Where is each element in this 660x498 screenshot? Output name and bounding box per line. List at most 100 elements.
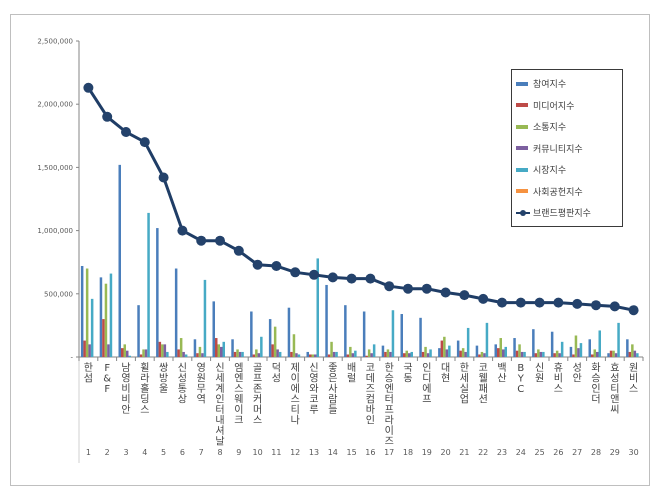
bar-2-22 [478,354,481,357]
brand-index-point-17 [384,281,395,292]
bar-4-23 [502,349,505,357]
bar-3-9 [236,349,239,357]
bar-1-16 [362,311,366,357]
bar-3-29 [612,350,615,357]
rank-label-1: 1 [86,448,91,457]
legend-item: 커뮤니티지수 [516,138,618,160]
brand-index-point-16 [365,273,376,284]
rank-label-11: 11 [271,448,281,457]
brand-index-point-19 [421,283,432,294]
bar-1-14 [325,284,328,357]
brand-index-point-22 [478,293,489,304]
bar-4-1 [88,344,91,357]
bar-5-19 [429,349,432,357]
bar-3-28 [593,349,596,357]
bar-2-1 [83,340,86,357]
bar-1-15 [344,305,347,357]
bar-5-8 [222,341,225,357]
bar-1-24 [513,338,516,357]
legend-swatch [516,124,528,129]
bar-5-26 [560,341,564,357]
bar-2-12 [290,351,293,357]
bar-2-11 [271,344,274,357]
bar-4-4 [144,349,148,357]
brand-index-point-11 [271,261,282,271]
bar-1-25 [532,329,535,357]
bar-5-30 [636,353,639,357]
bar-1-7 [193,339,197,357]
legend-item: 미디어지수 [516,95,618,117]
bar-2-18 [403,353,406,357]
bar-3-15 [349,346,352,357]
legend-swatch [516,81,528,86]
rank-label-12: 12 [290,448,300,457]
bar-2-6 [177,349,180,357]
brand-index-point-6 [177,225,188,236]
bar-5-11 [278,351,282,357]
bar-2-19 [421,351,425,357]
bar-2-14 [327,354,331,357]
bar-2-4 [139,354,143,357]
bar-3-2 [104,283,108,357]
bar-1-12 [287,307,291,357]
bar-4-30 [633,350,637,357]
brand-index-point-9 [233,245,244,256]
bar-1-28 [588,339,591,357]
bar-3-7 [198,346,202,357]
legend-item: 사회공헌지수 [516,181,618,203]
bar-1-22 [475,345,479,357]
bar-4-14 [332,351,336,357]
bar-4-15 [351,353,355,357]
bar-3-6 [179,338,183,357]
bar-1-11 [268,319,272,357]
brand-index-point-26 [553,297,564,308]
rank-label-10: 10 [253,448,263,457]
brand-index-point-29 [609,301,620,312]
bar-3-18 [405,350,408,357]
bar-1-29 [607,353,610,357]
legend-swatch [516,167,528,172]
rank-label-4: 4 [142,448,147,457]
rank-label-29: 29 [610,448,620,457]
brand-index-point-18 [403,283,413,294]
brand-index-point-5 [158,172,169,183]
bar-4-20 [445,349,449,357]
bar-4-10 [257,353,261,357]
category-label-2: F & F [103,363,111,395]
rank-label-9: 9 [236,448,241,457]
brand-index-point-7 [196,235,207,246]
bar-3-11 [273,326,277,357]
bar-1-19 [419,317,422,357]
bar-3-23 [499,338,502,357]
bar-4-29 [614,353,618,357]
y-tick-label: 1,000,000 [37,227,73,235]
bar-3-12 [292,334,296,357]
brand-index-point-15 [346,273,357,284]
bar-5-20 [448,345,451,357]
bar-3-24 [518,344,521,357]
bar-1-1 [80,265,84,357]
legend: 참여지수 미디어지수 소통지수 커뮤니티지수 시장지수 사회공헌지수 브랜드평판… [511,69,623,227]
legend-label: 참여지수 [533,80,567,91]
bar-4-2 [107,344,110,357]
bar-3-3 [123,344,126,357]
legend-label: 시장지수 [533,166,567,177]
bar-5-7 [203,279,207,357]
rank-label-15: 15 [347,448,357,457]
bar-1-20 [438,348,441,357]
